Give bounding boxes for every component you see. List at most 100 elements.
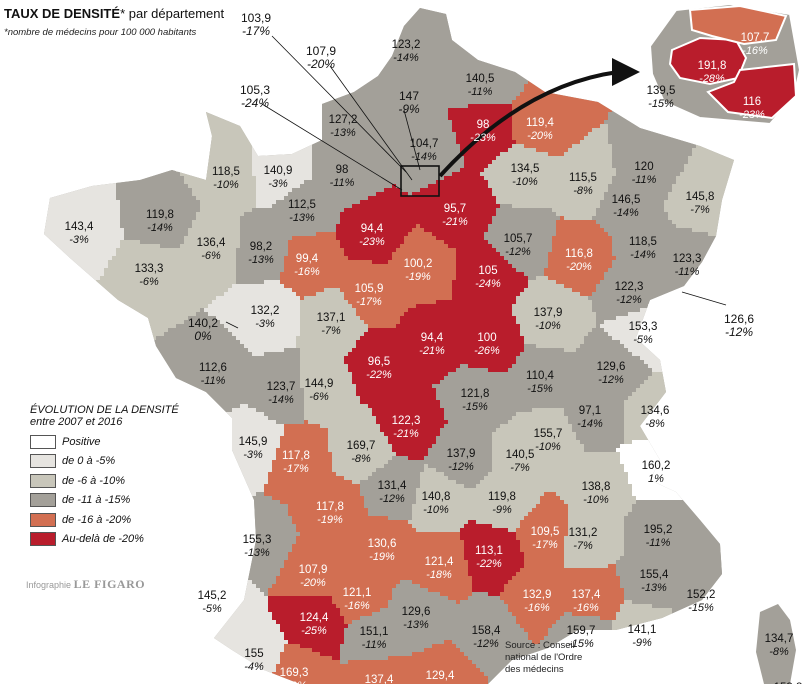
department-change: -16% (344, 600, 370, 612)
brand-logo: LE FIGARO (73, 577, 146, 591)
department-change: -15% (688, 602, 714, 614)
department-change: -12% (616, 294, 642, 306)
department-region (340, 656, 412, 684)
department-change: -14% (411, 151, 437, 163)
department-change: -13% (248, 254, 274, 266)
credit: Infographie LE FIGARO (26, 577, 145, 592)
department-region (360, 456, 424, 520)
department-density: 105,7 (504, 233, 533, 245)
leader-line (225, 321, 239, 329)
department-density: 123,2 (392, 39, 421, 51)
department-change: -11% (468, 86, 493, 98)
department-change: -7% (573, 540, 593, 552)
department-region (512, 408, 584, 476)
department-region (336, 260, 408, 328)
department-density: 115,5 (569, 172, 597, 184)
department-change: -15% (568, 638, 594, 650)
department-region (44, 8, 124, 440)
department-change: -6% (139, 276, 159, 288)
department-change: -6% (201, 250, 221, 262)
department-density: 137,9 (534, 307, 563, 319)
leader-line (681, 291, 727, 306)
department-density: 129,6 (597, 361, 626, 373)
department-density: 104,7 (410, 138, 439, 150)
department-change: -9% (632, 637, 652, 649)
legend-item: de -11 à -15% (30, 491, 180, 511)
legend: ÉVOLUTION DE LA DENSITÉ entre 2007 et 20… (30, 404, 180, 549)
department-density: 118,5 (212, 166, 240, 178)
department-region (664, 8, 734, 256)
department-change: -5% (202, 603, 222, 615)
paris-zoom-box (400, 165, 440, 197)
department-density: 134,5 (511, 163, 540, 175)
department-change: -13% (641, 582, 667, 594)
department-density: 110,4 (526, 370, 555, 382)
department-density: 136,4 (197, 237, 226, 249)
department-region (512, 276, 596, 352)
department-change: -12% (448, 461, 474, 473)
department-density: 145,8 (686, 191, 715, 203)
department-region (300, 348, 360, 428)
legend-item: de -6 à -10% (30, 471, 180, 491)
department-density: 107,7 (741, 32, 770, 44)
department-change: -19% (405, 271, 431, 283)
department-change: -16% (573, 602, 599, 614)
department-density: 153,3 (629, 321, 658, 333)
department-density: 131,2 (569, 527, 598, 539)
department-density: 140,2 (188, 316, 218, 330)
department-region (588, 260, 672, 324)
department-region (408, 464, 472, 532)
department-change: -13% (289, 212, 315, 224)
zoom-arrow (438, 70, 619, 178)
department-change: -7% (690, 204, 710, 216)
department-change: -17% (532, 539, 558, 551)
legend-label: de -11 à -15% (62, 494, 131, 507)
department-region (344, 516, 420, 584)
department-density: 141,1 (628, 624, 657, 636)
department-density: 112,5 (288, 199, 316, 211)
department-change: -20% (300, 577, 326, 589)
department-region (264, 420, 332, 504)
department-change: -11% (201, 375, 226, 387)
department-density: 127,2 (329, 114, 358, 126)
department-change: -14% (393, 52, 419, 64)
department-change: -19% (317, 514, 343, 526)
leader-line (329, 65, 413, 181)
department-region (552, 124, 616, 220)
department-density: 119,8 (146, 209, 174, 221)
department-density: 105,3 (240, 83, 270, 97)
inset-north (688, 4, 788, 46)
paris-inset (648, 2, 802, 126)
department-change: -19% (369, 551, 395, 563)
legend-item: Au-delà de -20% (30, 530, 180, 550)
department-change: -26% (474, 345, 500, 357)
department-change: -20% (566, 261, 592, 273)
department-density: 145,2 (198, 590, 227, 602)
department-density: 120 (634, 161, 653, 173)
department-change: -15% (462, 401, 488, 413)
legend-label: Au-delà de -20% (62, 533, 144, 546)
department-density: 105 (478, 265, 497, 277)
department-change: -10% (512, 176, 538, 188)
department-density: 191,8 (698, 60, 727, 72)
department-density: 160,2 (642, 460, 671, 472)
source-line-3: des médecins (505, 664, 564, 675)
department-density: 122,3 (392, 415, 421, 427)
department-density: 129,4 (426, 670, 455, 682)
department-change: 1% (648, 473, 664, 485)
department-change: -15% (648, 98, 674, 110)
department-change: -14% (630, 249, 656, 261)
department-density: 98,2 (250, 241, 272, 253)
department-region (516, 492, 568, 568)
department-density: 134,6 (641, 405, 670, 417)
department-change: -8% (351, 453, 371, 465)
department-change: -14% (147, 222, 173, 234)
department-density: 139,5 (647, 85, 676, 97)
department-change: -21% (419, 345, 445, 357)
legend-swatch (30, 473, 56, 488)
department-density: 98 (336, 164, 349, 176)
department-change: -23% (470, 132, 496, 144)
department-labels: 103,9-17%107,9-20%105,3-24% 147-9%123,2-1… (65, 11, 803, 689)
department-density: 112,6 (199, 362, 227, 374)
legend-label: de -6 à -10% (62, 474, 125, 487)
